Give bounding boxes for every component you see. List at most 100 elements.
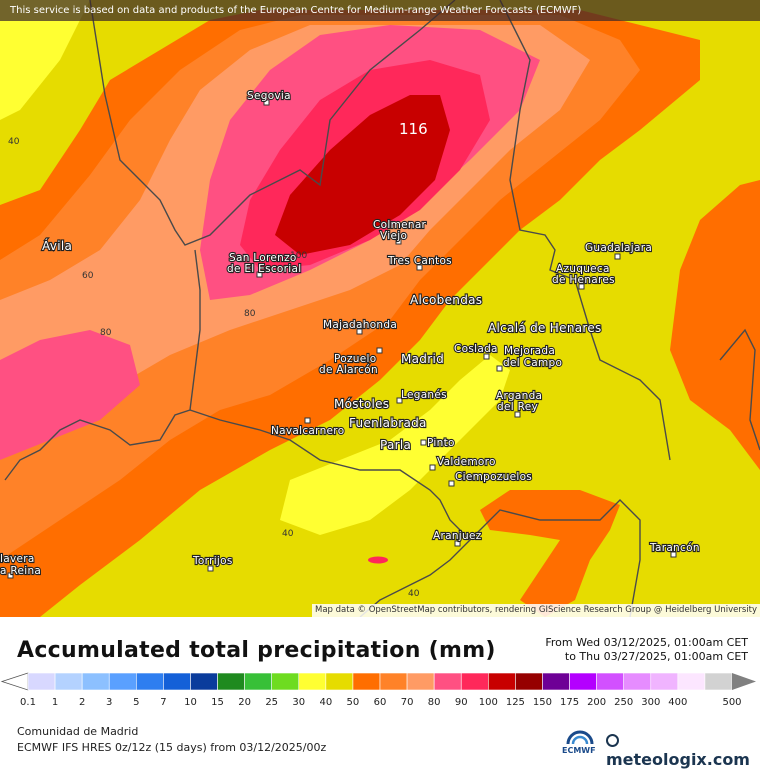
precip-band-30-west xyxy=(0,0,90,120)
map-attribution[interactable]: Map data © OpenStreetMap contributors, r… xyxy=(312,604,760,617)
precip-band-50-south xyxy=(480,490,620,617)
legend-tick-label: 100 xyxy=(479,697,498,708)
city-label-arganda: Arganda xyxy=(496,390,542,402)
legend-tick-label: 80 xyxy=(428,697,441,708)
legend-arrow-low xyxy=(0,672,29,691)
legend-swatch xyxy=(108,672,137,691)
legend-swatches xyxy=(0,672,756,691)
city-label-alcobendas: Alcobendas xyxy=(410,293,482,307)
city-label-parla: Parla xyxy=(380,438,411,452)
legend-swatch xyxy=(515,672,543,691)
legend-tick-label: 125 xyxy=(506,697,525,708)
legend-tick-label: 0.1 xyxy=(20,697,36,708)
precip-band-100 xyxy=(275,95,450,255)
legend-tick-label: 15 xyxy=(211,697,224,708)
max-value-label: 116 xyxy=(399,120,428,138)
province-borders xyxy=(4,0,760,617)
legend-tick-label: 3 xyxy=(106,697,112,708)
legend-swatch xyxy=(163,672,191,691)
city-label-talavera: lavera xyxy=(0,553,35,565)
city-label-ciempozuelos: Ciempozuelos xyxy=(455,471,532,483)
contour-label: 40 xyxy=(408,589,420,599)
ecmwf-logo-text: ECMWF xyxy=(562,746,596,755)
city-label-de-alarcon: de Alarcón xyxy=(319,364,378,376)
legend-swatch xyxy=(217,672,245,691)
city-label-azuqueca: Azuqueca xyxy=(556,263,610,275)
map-canvas: 40 60 80 80 100 40 40 116 xyxy=(0,0,760,617)
meteologix-globe-icon xyxy=(606,734,619,747)
meteologix-logo[interactable]: meteologix.com xyxy=(606,731,760,769)
legend-tick-label: 7 xyxy=(160,697,166,708)
legend-ticks: 0.1 1 2 3 5 7 10 15 20 25 30 40 50 60 70 80 90 100 125 150 1… xyxy=(20,697,742,708)
legend-tick-label: 10 xyxy=(184,697,197,708)
city-label-guadalajara: Guadalajara xyxy=(585,242,652,254)
legend-tick-label: 200 xyxy=(587,697,606,708)
region-name: Comunidad de Madrid xyxy=(17,725,139,738)
precip-band-50-east xyxy=(670,180,760,470)
legend-tick-label: 500 xyxy=(722,697,741,708)
model-info: ECMWF IFS HRES 0z/12z (15 days) from 03/… xyxy=(17,741,327,754)
contour-label: 40 xyxy=(282,529,294,539)
color-legend: 0.1 1 2 3 5 7 10 15 20 25 30 40 50 60 70 80 90 100 125 150 1… xyxy=(0,672,756,708)
legend-swatch xyxy=(569,672,597,691)
legend-tick-label: 50 xyxy=(347,697,360,708)
legend-tick-label: 1 xyxy=(52,697,58,708)
legend-swatch xyxy=(298,672,327,691)
precip-band-80-west xyxy=(0,330,140,460)
city-label-aranjuez: Aranjuez xyxy=(433,530,482,542)
legend-swatch xyxy=(379,672,408,691)
city-label-pozuelo: Pozuelo xyxy=(334,353,376,365)
legend-tick-label: 90 xyxy=(455,697,468,708)
city-markers xyxy=(7,99,677,579)
contour-label: 60 xyxy=(82,271,94,281)
city-label-tres-cantos: Tres Cantos xyxy=(387,255,452,267)
legend-swatch xyxy=(81,672,110,691)
ecmwf-disclaimer: This service is based on data and produc… xyxy=(0,0,760,21)
contour-label: 80 xyxy=(100,328,112,338)
legend-tick-label: 30 xyxy=(292,697,305,708)
city-label-de-henares: de Henares xyxy=(552,274,615,286)
legend-swatch xyxy=(433,672,462,691)
city-label-mejorada: Mejorada xyxy=(504,345,555,357)
legend-tick-label: 175 xyxy=(560,697,579,708)
legend-tick-label: 40 xyxy=(319,697,332,708)
city-label-la-reina: a Reina xyxy=(0,565,41,577)
city-label-alcala: Alcalá de Henares xyxy=(488,321,602,335)
legend-swatch xyxy=(190,672,218,691)
legend-tick-label: 300 xyxy=(641,697,660,708)
city-label-majadahonda: Majadahonda xyxy=(323,319,397,331)
legend-tick-label: 25 xyxy=(265,697,278,708)
city-label-fuenlabrada: Fuenlabrada xyxy=(349,416,427,430)
legend-swatch xyxy=(244,672,272,691)
legend-arrow-high xyxy=(732,673,756,690)
legend-tick-label: 60 xyxy=(374,697,387,708)
legend-swatch xyxy=(623,672,652,691)
legend-tick-label: 5 xyxy=(133,697,139,708)
ecmwf-logo-icon[interactable] xyxy=(562,728,598,756)
legend-tick-label: 250 xyxy=(614,697,633,708)
legend-swatch xyxy=(650,672,679,691)
city-label-valdemoro: Valdemoro xyxy=(437,456,496,468)
contour-label: 40 xyxy=(8,137,20,147)
contour-label: 100 xyxy=(290,251,307,261)
legend-tick-label: 400 xyxy=(668,697,687,708)
precipitation-map[interactable]: 40 60 80 80 100 40 40 116 xyxy=(0,0,760,617)
legend-swatch xyxy=(271,672,300,691)
city-label-avila: Ávila xyxy=(42,238,72,253)
city-label-tarancon: Tarancón xyxy=(649,542,700,554)
legend-tick-label: 70 xyxy=(401,697,414,708)
legend-swatch xyxy=(325,672,354,691)
legend-swatch xyxy=(488,672,516,691)
legend-swatch xyxy=(54,672,83,691)
period-to: to Thu 03/27/2025, 01:00am CET xyxy=(564,650,748,663)
city-label-madrid: Madrid xyxy=(401,352,444,366)
legend-swatch xyxy=(352,672,381,691)
legend-tick-label: 20 xyxy=(238,697,251,708)
city-label-colmenar-viejo: Viejo xyxy=(380,230,407,242)
contour-label: 80 xyxy=(244,309,256,319)
legend-title: Accumulated total precipitation (mm) xyxy=(17,638,496,663)
city-label-navalcarnero: Navalcarnero xyxy=(271,425,344,437)
legend-swatch xyxy=(406,672,435,691)
precip-band-30 xyxy=(280,355,510,535)
city-label-leganes: Leganés xyxy=(401,389,447,401)
